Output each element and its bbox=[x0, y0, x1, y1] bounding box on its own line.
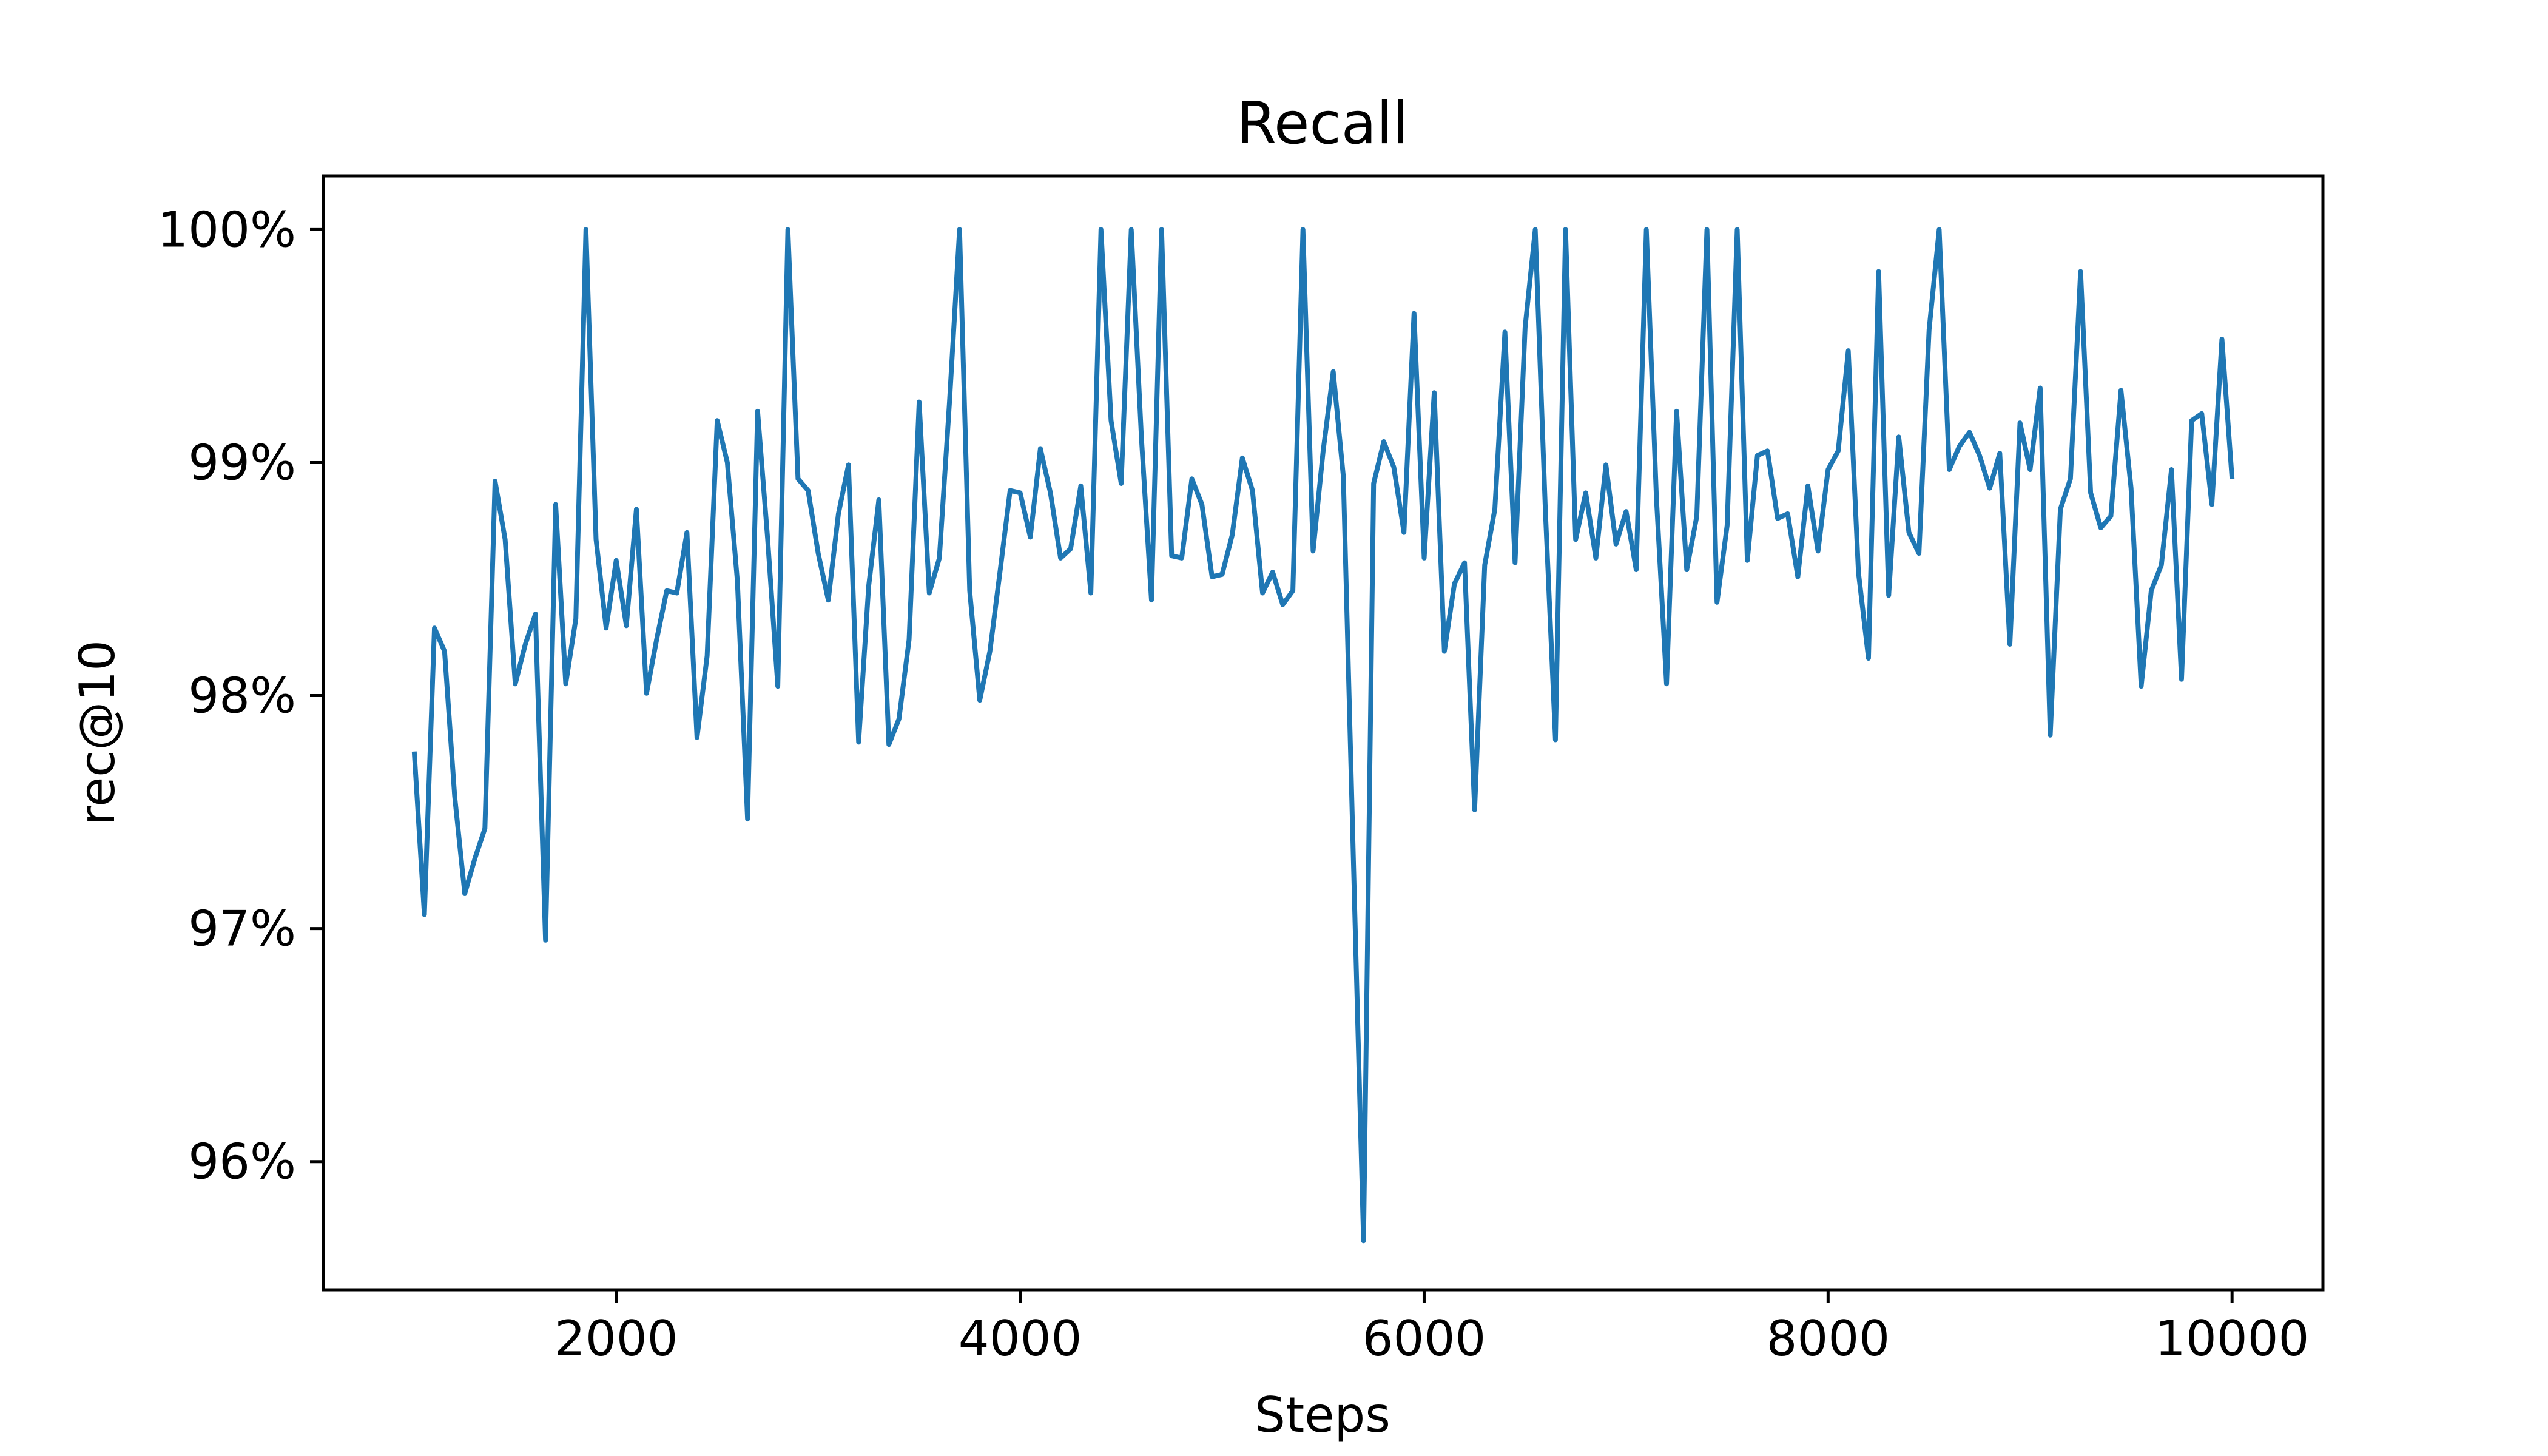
y-tick-label: 96% bbox=[188, 1134, 296, 1190]
y-axis-label: rec@10 bbox=[69, 640, 126, 826]
y-tick-label: 98% bbox=[188, 668, 296, 724]
x-axis: 2000 4000 6000 8000 10000 bbox=[554, 1290, 2309, 1367]
y-tick-label: 97% bbox=[188, 901, 296, 957]
y-axis: 96% 97% 98% 99% 100% bbox=[157, 201, 323, 1190]
chart-title: Recall bbox=[1236, 90, 1408, 157]
x-tick-label: 10000 bbox=[2155, 1310, 2310, 1367]
x-tick-label: 8000 bbox=[1767, 1310, 1890, 1367]
x-tick-label: 4000 bbox=[959, 1310, 1082, 1367]
plot-area bbox=[411, 227, 2235, 1244]
y-tick-label: 100% bbox=[157, 201, 296, 258]
x-axis-label: Steps bbox=[1255, 1387, 1390, 1443]
x-tick-label: 2000 bbox=[554, 1310, 678, 1367]
series-line-0 bbox=[411, 227, 2235, 1244]
x-tick-label: 6000 bbox=[1363, 1310, 1486, 1367]
plot-frame bbox=[322, 174, 2325, 1292]
y-tick-label: 99% bbox=[188, 434, 296, 491]
